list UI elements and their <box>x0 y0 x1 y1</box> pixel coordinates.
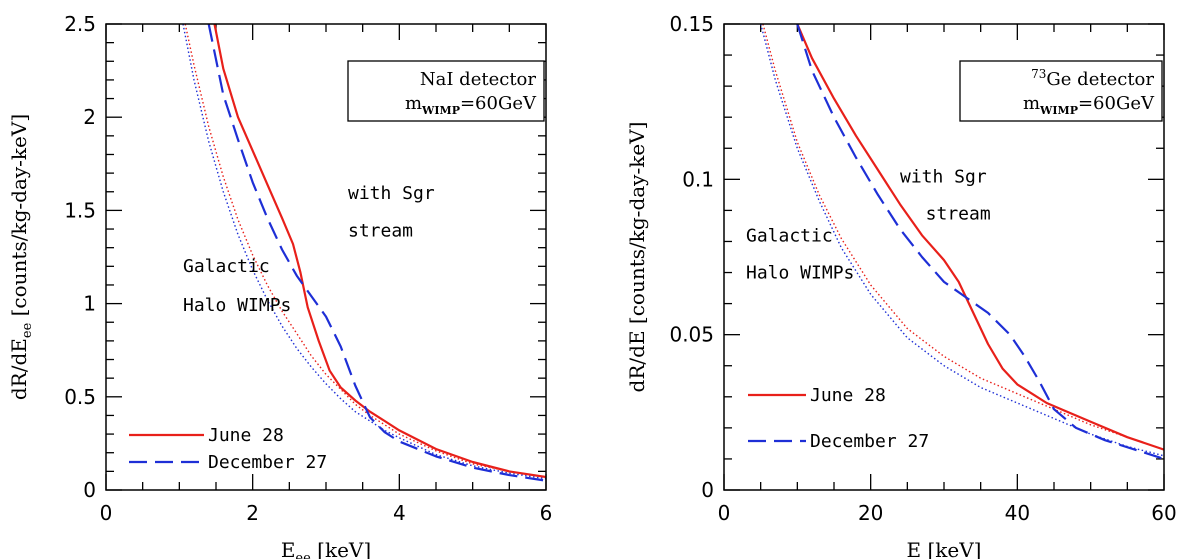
y-tick-label: 0 <box>701 478 714 502</box>
plot-frame <box>723 23 1165 491</box>
annotation-label: Halo WIMPs <box>183 295 291 316</box>
x-tick-label: 40 <box>1005 501 1030 525</box>
wimp-mass: mWIMP=60GeV <box>1023 93 1155 117</box>
x-tick-label: 4 <box>393 501 406 525</box>
x-tick-label: 60 <box>1151 501 1176 525</box>
legend-label: December 27 <box>208 452 327 473</box>
december-27-line <box>796 24 1164 460</box>
x-axis-title: Eee [keV] <box>281 538 371 559</box>
legend-label: June 28 <box>208 425 284 446</box>
x-tick-label: 0 <box>100 501 113 525</box>
y-tick-label: 0.05 <box>669 323 714 347</box>
detector-box <box>959 60 1163 122</box>
june-28-line <box>796 24 1164 451</box>
y-tick-label: 2.5 <box>64 12 96 36</box>
series-group <box>760 24 1164 460</box>
x-axis-title: E [keV] <box>907 538 982 559</box>
june-28-line <box>213 24 546 479</box>
december-27-line <box>207 24 546 482</box>
annotation-label: with Sgr <box>900 166 987 187</box>
y-tick-label: 0.15 <box>669 12 714 36</box>
x-tick-label: 20 <box>858 501 883 525</box>
series-group <box>182 24 546 482</box>
plot-frame <box>105 23 547 491</box>
y-tick-label: 1 <box>83 292 96 316</box>
y-tick-label: 0.5 <box>64 385 96 409</box>
detector-box <box>347 60 545 122</box>
halo-dotted-blue-line <box>182 24 546 480</box>
detector-name: 73Ge detector <box>1031 67 1154 90</box>
y-axis-title: dR/dE [counts/kg-day-keV] <box>625 122 649 393</box>
y-tick-label: 2 <box>83 105 96 129</box>
annotation-label: stream <box>926 204 991 225</box>
x-tick-label: 6 <box>540 501 553 525</box>
annotation-label: Halo WIMPs <box>746 263 854 284</box>
annotation-label: with Sgr <box>348 183 435 204</box>
legend-label: June 28 <box>810 385 886 406</box>
wimp-mass: mWIMP=60GeV <box>405 93 537 117</box>
x-tick-label: 2 <box>246 501 259 525</box>
annotation-label: stream <box>348 220 413 241</box>
y-tick-label: 0.1 <box>682 167 714 191</box>
halo-dotted-blue-line <box>760 24 1164 457</box>
detector-name: NaI detector <box>420 69 537 90</box>
y-tick-label: 1.5 <box>64 198 96 222</box>
annotation-label: Galactic <box>746 225 833 246</box>
annotation-label: Galactic <box>183 256 270 277</box>
y-axis-title: dR/dEee [counts/kg-day-keV] <box>7 114 35 400</box>
y-tick-label: 0 <box>83 478 96 502</box>
halo-dotted-red-line <box>184 24 546 478</box>
left-panel-nai: 0 2 4 6 0 0.5 1 1.5 2 2.5 Eee [keV] dR/dEee [counts… <box>7 12 552 559</box>
halo-dotted-red-line <box>762 24 1164 451</box>
right-panel-ge: 0 20 40 60 0 0.05 0.1 0.15 E [keV] dR/dE [counts/… <box>625 12 1177 559</box>
x-tick-label: 0 <box>718 501 731 525</box>
legend-label: December 27 <box>810 431 929 452</box>
